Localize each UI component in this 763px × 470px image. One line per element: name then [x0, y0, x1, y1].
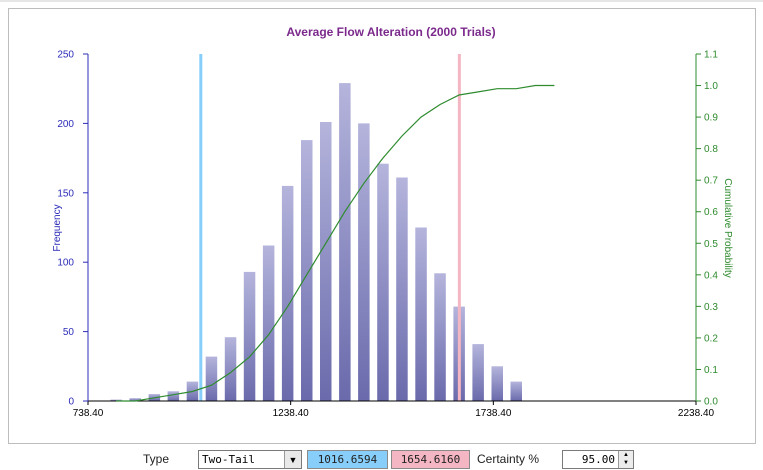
histogram-bar [167, 391, 180, 401]
x-tick-label: 738.40 [73, 408, 104, 419]
type-select-value: Two-Tail [202, 453, 255, 466]
spin-up-icon[interactable]: ▲ [623, 452, 629, 458]
y2-tick-label: 0.0 [704, 397, 718, 408]
histogram-bar [491, 366, 503, 401]
histogram-bar [510, 381, 522, 401]
histogram-bar [320, 122, 332, 401]
histogram-bar [434, 273, 446, 401]
histogram-bar [358, 123, 370, 402]
histogram-bar [224, 337, 237, 401]
histogram-bar [129, 398, 141, 401]
histogram-bar [415, 227, 427, 401]
histogram-bar [262, 245, 275, 401]
type-select[interactable]: Two-Tail ▼ [198, 450, 302, 469]
upper-bound-value[interactable]: 1654.6160 [391, 450, 470, 469]
histogram-bar [205, 356, 218, 401]
histogram-bar [301, 140, 313, 401]
histogram-bar [281, 185, 294, 401]
y2-tick-label: 0.1 [704, 365, 718, 376]
y2-tick-label: 0.8 [704, 144, 718, 155]
y-tick-label: 100 [57, 258, 74, 269]
y2-tick-label: 0.3 [704, 302, 718, 313]
histogram-bar [110, 399, 122, 401]
y2-tick-label: 0.6 [704, 207, 718, 218]
type-label: Type [143, 452, 170, 466]
histogram-bar [377, 163, 389, 401]
histogram-bar [472, 344, 484, 401]
y2-tick-label: 0.7 [704, 176, 718, 187]
certainty-label: Certainty % [477, 452, 540, 466]
y2-tick-label: 1.1 [704, 50, 718, 61]
y2-tick-label: 0.4 [704, 270, 718, 281]
y2-tick-label: 0.9 [704, 113, 718, 124]
x-tick-label: 1238.40 [273, 408, 310, 419]
y-tick-label: 150 [57, 188, 74, 199]
y2-axis-label: Cumulative Probability [722, 178, 733, 278]
histogram-bar [339, 83, 351, 401]
y2-tick-label: 1.0 [704, 81, 718, 92]
x-tick-label: 1738.40 [475, 408, 512, 419]
certainty-value: 95.00 [581, 453, 615, 466]
y-axis-label: Frequency [52, 204, 63, 251]
lower-bound-value[interactable]: 1016.6594 [307, 450, 388, 469]
cumulative-probability-line [116, 84, 555, 402]
chart-title: Average Flow Alteration (2000 Trials) [286, 25, 495, 39]
y-tick-label: 0 [68, 397, 74, 408]
histogram-bar [396, 177, 408, 401]
dropdown-arrow-icon[interactable]: ▼ [284, 451, 301, 468]
spinner-arrows-icon[interactable]: ▲ ▼ [618, 451, 633, 468]
y-tick-label: 250 [57, 50, 74, 61]
spin-down-icon[interactable]: ▼ [623, 460, 629, 466]
y2-tick-label: 0.5 [704, 239, 718, 250]
y2-tick-label: 0.2 [704, 333, 718, 344]
window-top-edge [0, 0, 763, 2]
certainty-spinner[interactable]: 95.00 ▲ ▼ [562, 450, 634, 469]
y-tick-label: 200 [57, 119, 74, 130]
histogram-bar [243, 271, 256, 401]
y-tick-label: 50 [63, 327, 75, 338]
x-tick-label: 2238.40 [678, 408, 715, 419]
